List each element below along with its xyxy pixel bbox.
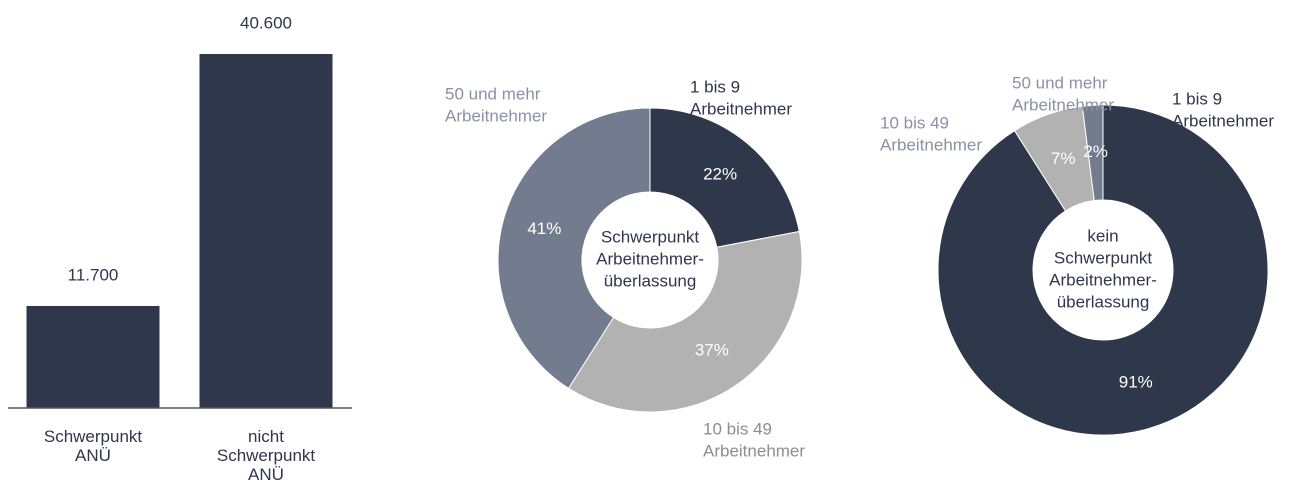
slice-label: 10 bis 49 — [880, 113, 949, 132]
slice-label: 1 bis 9 — [1172, 89, 1222, 108]
percent-label: 41% — [527, 219, 561, 238]
donut-slice — [1081, 104, 1104, 202]
center-label: überlassung — [604, 271, 697, 290]
percent-label: 7% — [1051, 149, 1076, 168]
value-label: 40.600 — [240, 13, 292, 32]
slice-label: 1 bis 9 — [690, 77, 740, 96]
donut-slice — [567, 230, 803, 413]
percent-label: 2% — [1083, 142, 1108, 161]
value-label: 11.700 — [68, 265, 119, 284]
center-label: Arbeitnehmer- — [596, 249, 704, 268]
slice-label: Arbeitnehmer — [1012, 95, 1114, 114]
slice-label: Arbeitnehmer — [445, 106, 547, 125]
percent-label: 91% — [1119, 372, 1153, 391]
center-label: kein — [1087, 226, 1118, 245]
donut-slice — [937, 104, 1269, 436]
bar — [26, 305, 160, 408]
bar — [199, 54, 333, 408]
center-label: Schwerpunkt — [601, 227, 700, 246]
donut-slice — [649, 107, 800, 248]
slice-label: 50 und mehr — [1012, 73, 1108, 92]
category-label: Schwerpunkt ANÜ — [44, 427, 143, 465]
slice-label: Arbeitnehmer — [703, 441, 805, 460]
center-label: Schwerpunkt — [1054, 248, 1153, 267]
slice-label: 50 und mehr — [445, 84, 541, 103]
center-label: überlassung — [1057, 292, 1150, 311]
donut-slice — [497, 107, 651, 390]
slice-label: Arbeitnehmer — [690, 99, 792, 118]
center-label: Arbeitnehmer- — [1049, 270, 1157, 289]
slice-label: Arbeitnehmer — [880, 135, 982, 154]
percent-label: 22% — [703, 165, 737, 184]
slice-label: Arbeitnehmer — [1172, 111, 1274, 130]
percent-label: 37% — [695, 340, 729, 359]
slice-label: 10 bis 49 — [703, 419, 772, 438]
category-label: nicht Schwerpunkt ANÜ — [217, 427, 316, 484]
